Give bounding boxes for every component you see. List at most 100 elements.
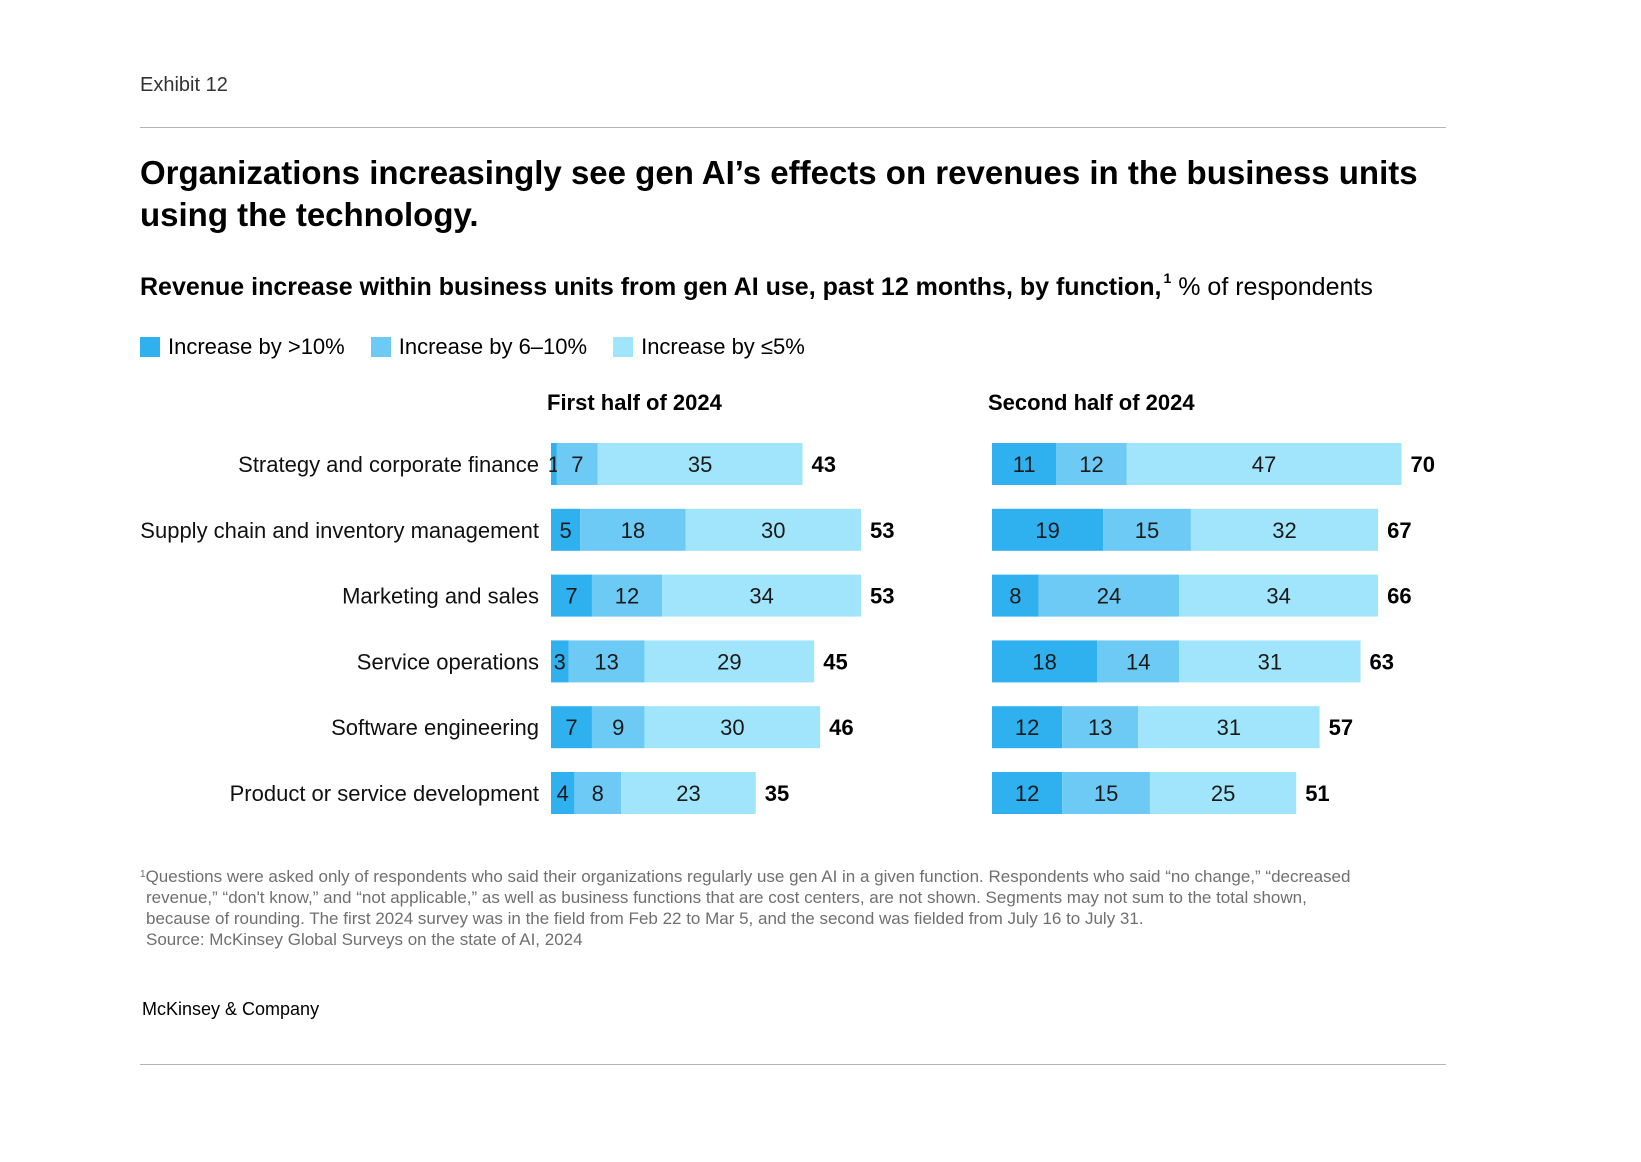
bar-segment-le5 [1126,443,1402,485]
bar-segment-gt10 [992,640,1098,683]
bar-segment-le5 [644,640,815,683]
category-label: Software engineering [331,715,539,740]
panel-title: First half of 2024 [547,390,723,415]
segment-label-le5: 25 [1211,781,1235,806]
bar-segment-gt10 [551,443,557,485]
legend-label-gt10: Increase by >10% [168,334,345,359]
footnote-marker: 1 [140,869,146,880]
footnote: 1Questions were asked only of respondent… [140,864,1440,950]
bar-segment-le5 [1179,574,1379,617]
segment-label-6to10: 15 [1094,781,1118,806]
bottom-rule [140,1064,1446,1065]
bar-segment-gt10 [551,706,592,749]
segment-label-gt10: 18 [1032,649,1056,674]
bar-total-label: 70 [1411,452,1435,477]
bar-segment-gt10 [551,640,569,683]
segment-label-6to10: 9 [612,715,624,740]
segment-label-le5: 23 [676,781,700,806]
legend: Increase by >10% Increase by 6–10% Incre… [140,334,805,360]
footnote-text-1: Questions were asked only of respondents… [145,867,1351,886]
footnote-line-3: because of rounding. The first 2024 surv… [146,909,1144,928]
bar-segment-le5 [597,443,803,485]
segment-label-le5: 31 [1258,649,1282,674]
legend-label-le5: Increase by ≤5% [641,334,805,359]
bar-segment-le5 [685,508,862,551]
segment-label-le5: 32 [1272,518,1296,543]
brand-name: McKinsey & Company [142,999,320,1019]
bar-segment-gt10 [992,574,1039,617]
segment-label-le5: 35 [688,452,712,477]
bar-segment-gt10 [551,508,581,551]
chart-title: Organizations increasingly see gen AI’s … [140,154,1418,233]
bar-total-label: 67 [1387,518,1411,543]
bar-segment-gt10 [992,706,1063,749]
segment-label-le5: 30 [720,715,744,740]
bar-total-label: 63 [1370,649,1394,674]
segment-label-6to10: 24 [1097,584,1121,609]
bar-segment-le5 [621,772,756,814]
subtitle-bold: Revenue increase within business units f… [140,273,1162,301]
legend-item-le5: Increase by ≤5% [613,334,805,360]
segment-label-6to10: 12 [615,584,639,609]
segment-label-gt10: 7 [565,584,577,609]
bar-segment-le5 [662,574,862,617]
segment-label-gt10: 4 [557,781,569,806]
segment-label-gt10: 12 [1015,715,1039,740]
bar-total-label: 53 [870,518,894,543]
chart-subtitle: Revenue increase within business units f… [140,270,1373,302]
footnote-line-1: 1Questions were asked only of respondent… [140,864,1440,887]
segment-label-le5: 34 [749,584,773,609]
bar-segment-6to10 [1062,772,1150,814]
category-label: Strategy and corporate finance [238,452,539,477]
legend-item-gt10: Increase by >10% [140,334,345,360]
bar-segment-6to10 [1097,640,1180,683]
bar-segment-le5 [1149,772,1297,814]
legend-swatch-6to10 [370,337,391,357]
segment-label-le5: 31 [1217,715,1241,740]
legend-swatch-le5 [613,337,634,357]
segment-label-6to10: 13 [1088,715,1112,740]
bar-segment-gt10 [992,508,1104,551]
bar-segment-6to10 [1103,508,1191,551]
bar-total-label: 57 [1329,715,1353,740]
subtitle-unit: % of respondents [1178,273,1373,301]
segment-label-gt10: 19 [1035,518,1059,543]
bar-segment-6to10 [1056,443,1127,485]
category-label: Supply chain and inventory management [140,518,539,543]
bar-segment-6to10 [580,508,686,551]
bar-segment-6to10 [591,706,645,749]
segment-label-le5: 30 [761,518,785,543]
bar-segment-le5 [1138,706,1320,749]
segment-label-le5: 47 [1252,452,1276,477]
bar-total-label: 45 [823,649,847,674]
bar-total-label: 53 [870,584,894,609]
segment-label-6to10: 14 [1126,649,1150,674]
bar-total-label: 66 [1387,584,1411,609]
bar-segment-6to10 [591,574,663,617]
legend-swatch-gt10 [140,337,160,357]
segment-label-6to10: 8 [592,781,604,806]
bar-segment-le5 [1179,640,1361,683]
segment-label-gt10: 7 [565,715,577,740]
legend-item-6to10: Increase by 6–10% [370,334,588,360]
subtitle-footnote-marker: 1 [1163,270,1172,286]
bar-segment-6to10 [1038,574,1180,617]
stacked-bar-chart: Strategy and corporate finance Supply cha… [140,390,1435,814]
legend-label-6to10: Increase by 6–10% [398,334,588,359]
segment-label-le5: 34 [1266,584,1290,609]
bar-segment-gt10 [992,772,1063,814]
category-label: Product or service development [230,781,539,806]
bar-segment-6to10 [568,640,645,683]
bar-segment-6to10 [556,443,598,485]
footnote-line-2: revenue,” “don't know,” and “not applica… [146,888,1307,907]
panel-title: Second half of 2024 [988,390,1195,415]
bar-segment-le5 [1190,508,1379,551]
bar-segment-le5 [644,706,821,749]
segment-label-le5: 29 [717,649,741,674]
bar-total-label: 46 [829,715,853,740]
top-rule [140,127,1446,128]
bar-segment-6to10 [574,772,622,814]
segment-label-6to10: 15 [1135,518,1159,543]
segment-label-6to10: 7 [571,452,583,477]
segment-label-6to10: 12 [1079,452,1103,477]
